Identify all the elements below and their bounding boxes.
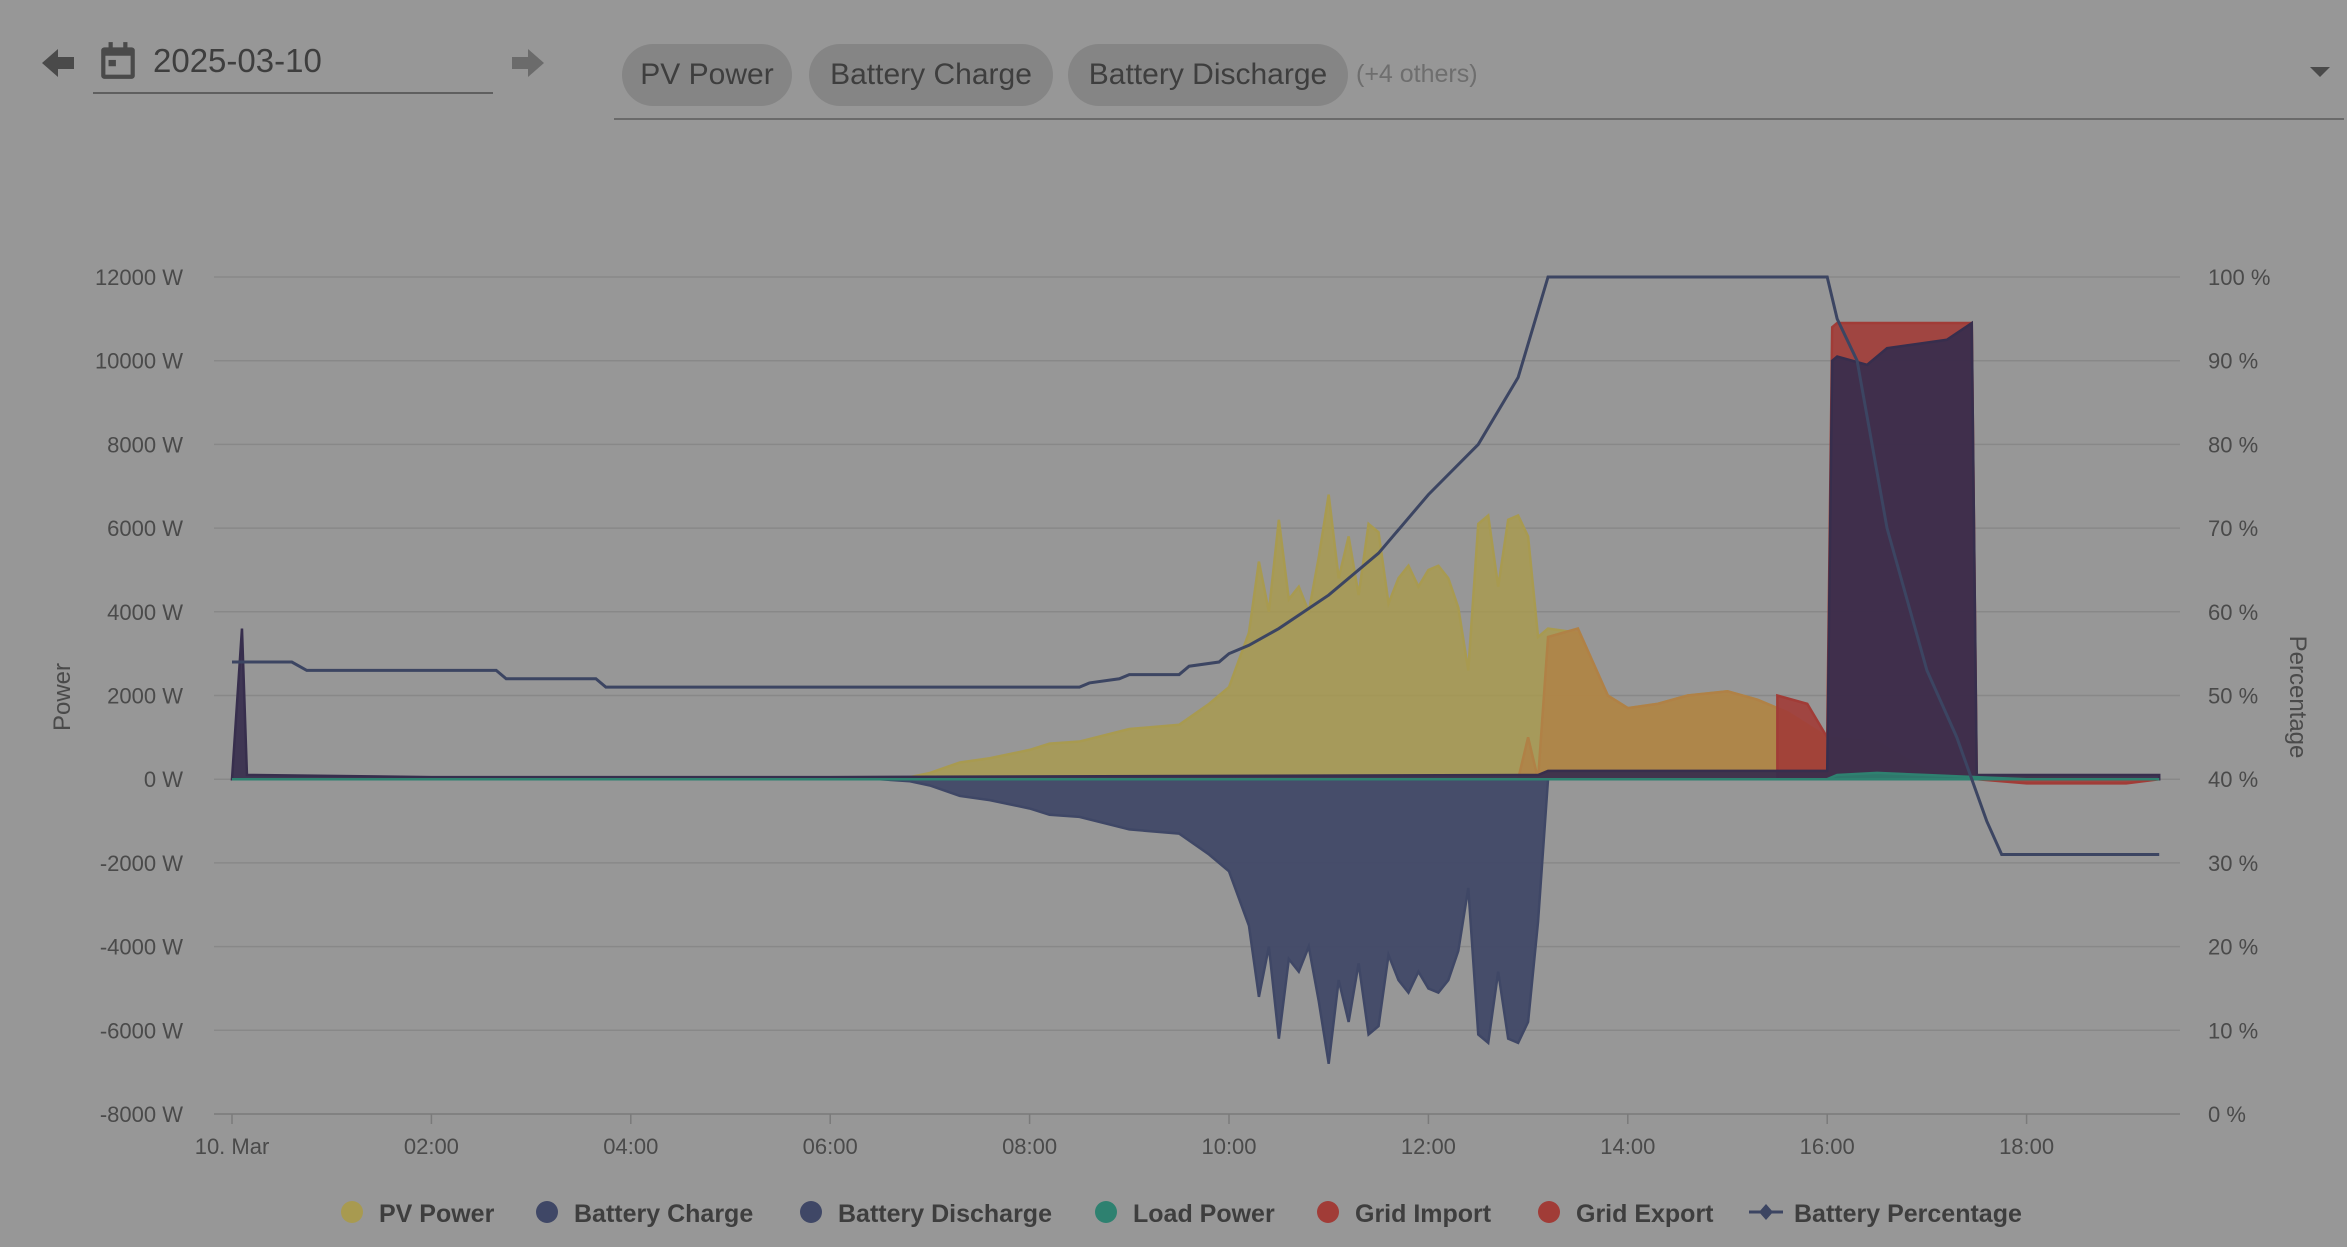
chip-pv-power[interactable]: PV Power — [622, 44, 792, 106]
x-tick-label: 14:00 — [1600, 1134, 1655, 1159]
y2-tick-label: 30 % — [2208, 851, 2258, 876]
chip-battery-charge[interactable]: Battery Charge — [809, 44, 1053, 106]
legend-label: PV Power — [379, 1200, 495, 1228]
load-power-area — [232, 771, 2160, 781]
legend-label: Grid Export — [1576, 1200, 1714, 1228]
legend-item-load-power[interactable]: Load Power — [1095, 1200, 1275, 1228]
y-tick-label: 10000 W — [95, 349, 183, 374]
legend-swatch — [1095, 1201, 1117, 1223]
y-tick-label: 12000 W — [95, 265, 183, 290]
x-tick-label: 10. Mar — [195, 1134, 270, 1159]
y-axis-right: 100 % 90 % 80 % 70 % 60 % 50 % 40 % 30 % 20 % 10 … — [2208, 265, 2270, 1127]
chevron-down-icon[interactable] — [2306, 62, 2334, 82]
y-tick-label: 0 W — [144, 767, 183, 792]
date-value: 2025-03-10 — [153, 42, 322, 79]
legend-swatch — [536, 1201, 558, 1223]
legend-diamond-symbol — [1759, 1204, 1773, 1220]
y-tick-label: 2000 W — [107, 684, 183, 709]
x-tick-label: 10:00 — [1201, 1134, 1256, 1159]
y2-tick-label: 70 % — [2208, 516, 2258, 541]
arrow-right-icon — [512, 49, 544, 77]
legend: PV Power Battery Charge Battery Discharge L… — [341, 1200, 2022, 1228]
x-axis: 10. Mar 02:00 04:00 06:00 08:00 10:00 12:00 14:… — [195, 1114, 2054, 1159]
legend-item-grid-import[interactable]: Grid Import — [1317, 1200, 1492, 1228]
legend-label: Battery Percentage — [1794, 1200, 2022, 1228]
y-tick-label: -2000 W — [100, 851, 183, 876]
y2-tick-label: 100 % — [2208, 265, 2270, 290]
others-count: (+4 others) — [1356, 60, 1478, 88]
legend-swatch — [1317, 1201, 1339, 1223]
legend-item-grid-export[interactable]: Grid Export — [1538, 1200, 1714, 1228]
y-tick-label: 8000 W — [107, 432, 183, 457]
x-tick-label: 04:00 — [603, 1134, 658, 1159]
series-select[interactable]: PV Power Battery Charge Battery Discharg… — [614, 40, 2344, 120]
legend-swatch — [800, 1201, 822, 1223]
calendar-icon — [101, 42, 135, 79]
y2-tick-label: 90 % — [2208, 349, 2258, 374]
legend-label: Grid Import — [1355, 1200, 1492, 1228]
y-tick-label: -8000 W — [100, 1102, 183, 1127]
y-axis-title: Power — [49, 663, 76, 731]
y2-axis-title: Percentage — [2284, 636, 2311, 759]
y-axis-left: 12000 W 10000 W 8000 W 6000 W 4000 W 2000 W 0 … — [95, 265, 183, 1127]
y-tick-label: 6000 W — [107, 516, 183, 541]
x-tick-label: 18:00 — [1999, 1134, 2054, 1159]
y-tick-label: -4000 W — [100, 935, 183, 960]
x-tick-label: 02:00 — [404, 1134, 459, 1159]
legend-swatch — [341, 1201, 363, 1223]
legend-item-pv-power[interactable]: PV Power — [341, 1200, 495, 1228]
y-tick-label: -6000 W — [100, 1018, 183, 1043]
next-day-button[interactable] — [503, 38, 553, 88]
legend-label: Battery Discharge — [838, 1200, 1052, 1228]
x-tick-label: 12:00 — [1401, 1134, 1456, 1159]
x-tick-label: 08:00 — [1002, 1134, 1057, 1159]
previous-day-button[interactable] — [33, 38, 83, 88]
chip-battery-discharge[interactable]: Battery Discharge — [1068, 44, 1348, 106]
y-tick-label: 4000 W — [107, 600, 183, 625]
date-picker[interactable]: 2025-03-10 — [93, 30, 493, 94]
legend-label: Load Power — [1133, 1200, 1275, 1228]
y2-tick-label: 80 % — [2208, 432, 2258, 457]
series-areas — [230, 275, 2161, 1064]
battery-discharge-area — [232, 777, 1550, 1064]
y2-tick-label: 60 % — [2208, 600, 2258, 625]
battery-percentage-line — [232, 275, 2160, 857]
battery-charge-area — [230, 320, 2161, 781]
legend-item-battery-charge[interactable]: Battery Charge — [536, 1200, 753, 1228]
arrow-left-icon — [42, 49, 74, 77]
legend-item-battery-percentage[interactable]: Battery Percentage — [1749, 1200, 2022, 1228]
legend-item-battery-discharge[interactable]: Battery Discharge — [800, 1200, 1052, 1228]
y2-tick-label: 10 % — [2208, 1018, 2258, 1043]
y2-tick-label: 0 % — [2208, 1102, 2246, 1127]
y2-tick-label: 50 % — [2208, 684, 2258, 709]
x-tick-label: 16:00 — [1800, 1134, 1855, 1159]
x-tick-label: 06:00 — [803, 1134, 858, 1159]
y2-tick-label: 40 % — [2208, 767, 2258, 792]
y2-tick-label: 20 % — [2208, 935, 2258, 960]
legend-swatch — [1538, 1201, 1560, 1223]
legend-label: Battery Charge — [574, 1200, 753, 1228]
